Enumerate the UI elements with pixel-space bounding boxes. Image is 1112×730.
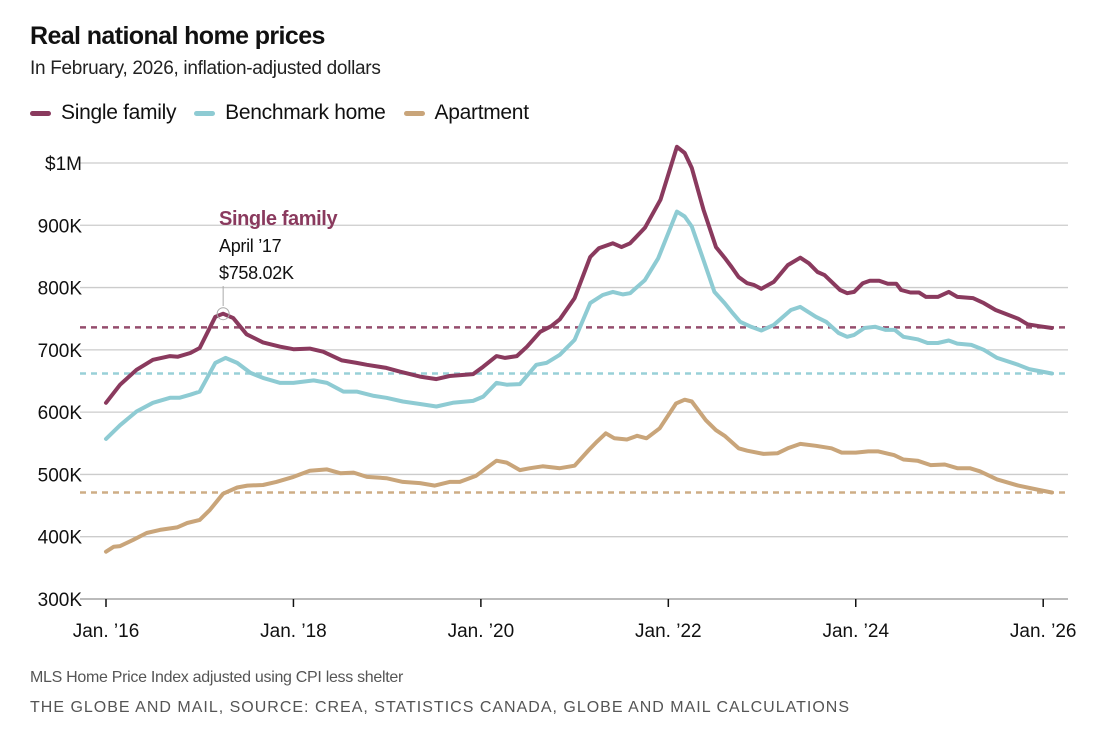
y-tick-label: $1M bbox=[45, 154, 82, 175]
legend-label: Benchmark home bbox=[225, 101, 386, 124]
x-tick-label: Jan. ’20 bbox=[448, 621, 515, 642]
legend: Single family Benchmark home Apartment bbox=[30, 101, 529, 125]
x-tick-label: Jan. ’16 bbox=[73, 621, 140, 642]
legend-item-benchmark: Benchmark home bbox=[194, 101, 386, 125]
legend-swatch-benchmark bbox=[194, 110, 216, 116]
chart-subtitle: In February, 2026, inflation-adjusted do… bbox=[30, 58, 381, 79]
y-tick-label: 300K bbox=[38, 590, 83, 611]
x-tick-label: Jan. ’18 bbox=[260, 621, 327, 642]
y-tick-label: 400K bbox=[38, 528, 83, 549]
series-line-apartment bbox=[104, 397, 1054, 554]
y-tick-label: 600K bbox=[38, 403, 83, 424]
series-line-single-family bbox=[104, 144, 1054, 405]
x-tick-label: Jan. ’24 bbox=[822, 621, 889, 642]
source-credit: THE GLOBE AND MAIL, SOURCE: CREA, STATIS… bbox=[30, 699, 851, 716]
series-line-benchmark bbox=[104, 209, 1054, 441]
y-tick-label: 800K bbox=[38, 279, 83, 300]
annotation-value: $758.02K bbox=[219, 263, 294, 283]
legend-item-apartment: Apartment bbox=[403, 101, 529, 125]
annotation-series: Single family bbox=[219, 208, 338, 230]
chart-title: Real national home prices bbox=[30, 22, 325, 50]
legend-item-single-family: Single family bbox=[30, 101, 176, 125]
footnote: MLS Home Price Index adjusted using CPI … bbox=[30, 669, 404, 686]
legend-label: Apartment bbox=[434, 101, 529, 124]
y-tick-label: 900K bbox=[38, 216, 83, 237]
x-tick-label: Jan. ’22 bbox=[635, 621, 702, 642]
annotation-date: April ’17 bbox=[219, 236, 282, 256]
legend-swatch-apartment bbox=[403, 110, 425, 116]
legend-label: Single family bbox=[61, 101, 177, 124]
x-tick-label: Jan. ’26 bbox=[1010, 621, 1077, 642]
legend-swatch-single-family bbox=[30, 110, 51, 116]
y-tick-label: 700K bbox=[38, 341, 83, 362]
annotation-marker bbox=[216, 307, 230, 321]
y-tick-label: 500K bbox=[38, 465, 83, 486]
